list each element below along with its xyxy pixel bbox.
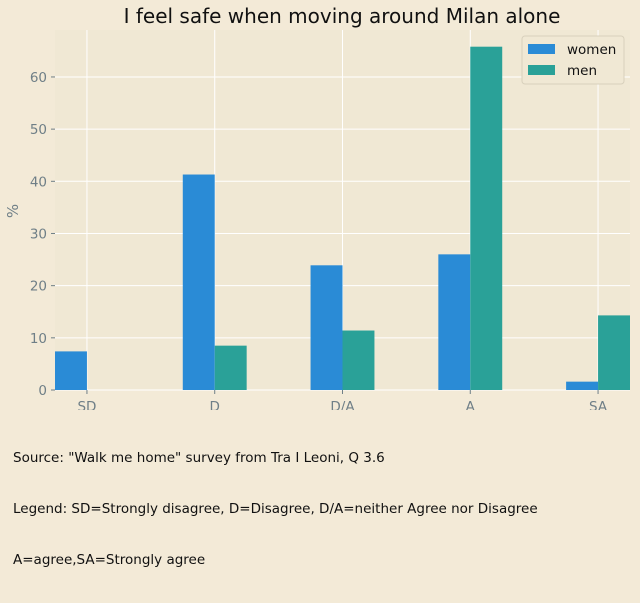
source-note: Source: "Walk me home" survey from Tra I…	[13, 450, 385, 466]
bar-women-SD	[55, 351, 87, 390]
x-tick-label: D	[210, 399, 220, 410]
x-tick-label: SA	[589, 399, 608, 410]
y-tick-label: 60	[30, 70, 47, 86]
x-axis-ticks: SD D D/A A SA	[77, 390, 608, 415]
y-tick-label: 0	[38, 383, 47, 399]
x-tick-label: A	[466, 399, 476, 410]
chart-caption: Source: "Walk me home" survey from Tra I…	[13, 416, 538, 603]
y-tick-label: 50	[30, 122, 47, 138]
legend-label-men: men	[567, 63, 597, 79]
y-axis-label: %	[4, 204, 22, 218]
legend-swatch-women	[528, 44, 555, 54]
y-axis-ticks: 0 10 20 30 40 50 60	[30, 70, 55, 399]
y-tick-label: 20	[30, 279, 47, 295]
bar-women-SA	[566, 381, 599, 390]
chart-container: 0 10 20 30 40 50 60 SD D D/A A SA I feel safe when…	[4, 4, 630, 568]
legend-swatch-men	[528, 65, 555, 75]
chart-title: I feel safe when moving around Milan alo…	[124, 4, 561, 28]
bar-men-SA	[598, 315, 630, 390]
bar-men-D	[214, 345, 247, 390]
bar-women-D-A	[310, 265, 343, 390]
y-tick-label: 10	[30, 331, 47, 347]
bar-women-D	[182, 174, 215, 390]
bar-women-A	[438, 254, 471, 390]
bar-chart: 0 10 20 30 40 50 60 SD D D/A A SA I feel safe when…	[4, 4, 630, 415]
legend-label-women: women	[567, 42, 616, 58]
y-tick-label: 40	[30, 174, 47, 190]
legend: women men	[521, 35, 625, 85]
legend-note-continued: A=agree,SA=Strongly agree	[13, 552, 206, 568]
y-tick-label: 30	[30, 226, 47, 242]
bar-men-A	[470, 46, 503, 391]
legend-note: Legend: SD=Strongly disagree, D=Disagree…	[13, 501, 538, 517]
bars	[55, 46, 630, 391]
x-tick-label: D/A	[330, 399, 355, 410]
bar-men-D-A	[342, 330, 375, 390]
x-tick-label: SD	[77, 399, 96, 410]
